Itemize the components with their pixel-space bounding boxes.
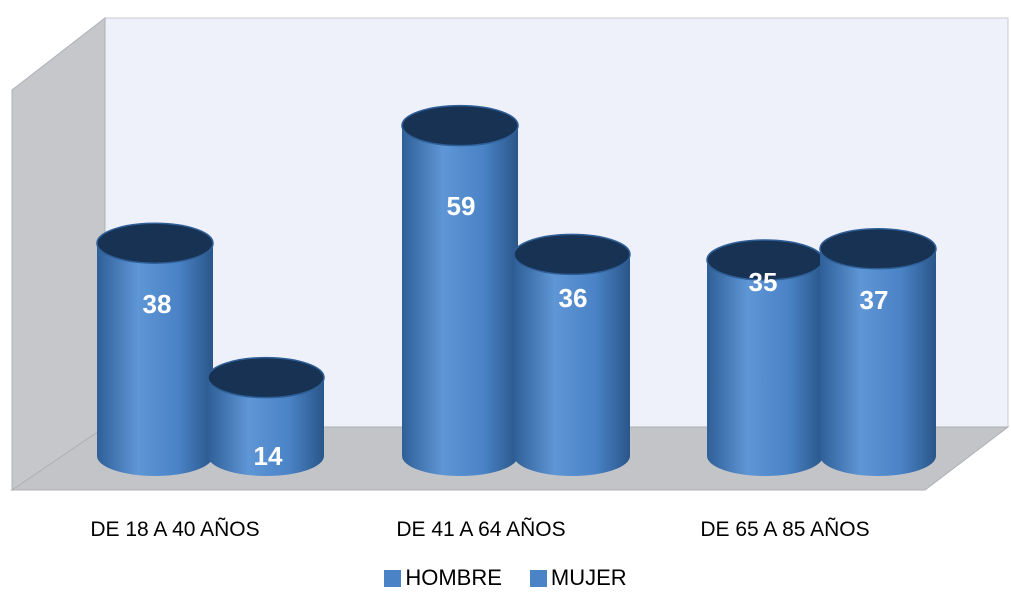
side-wall xyxy=(11,16,106,491)
data-label: 37 xyxy=(860,285,889,315)
bar-mujer-1 xyxy=(207,356,325,476)
bar-body xyxy=(820,248,936,476)
bar-top xyxy=(96,222,214,264)
bar-hombre-2 xyxy=(401,104,519,476)
bar-top xyxy=(819,228,937,270)
bar-body xyxy=(514,254,630,476)
bar-top xyxy=(401,104,519,147)
bar-hombre-3 xyxy=(706,239,824,476)
legend-swatch-hombre xyxy=(384,569,402,587)
data-label: 35 xyxy=(749,267,778,297)
legend-swatch-mujer xyxy=(529,569,547,587)
bar-mujer-3 xyxy=(819,228,937,476)
x-tick-label: DE 65 A 85 AÑOS xyxy=(700,517,869,541)
data-label: 36 xyxy=(559,283,588,313)
bar-top xyxy=(207,356,325,399)
x-tick-label: DE 18 A 40 AÑOS xyxy=(90,517,259,541)
bars-group xyxy=(96,104,937,476)
bar-mujer-2 xyxy=(513,233,631,476)
data-label: 14 xyxy=(254,441,283,471)
legend-item-hombre: HOMBRE xyxy=(384,565,502,591)
bar-body xyxy=(707,260,823,476)
bar-body xyxy=(208,377,324,476)
data-label: 59 xyxy=(447,191,476,221)
bar-top xyxy=(513,233,631,276)
bar-body xyxy=(97,243,213,476)
legend-item-mujer: MUJER xyxy=(529,565,627,591)
x-tick-label: DE 41 A 64 AÑOS xyxy=(396,517,565,541)
legend: HOMBRE MUJER xyxy=(0,565,1011,591)
bar-body xyxy=(402,125,518,476)
data-label: 38 xyxy=(143,289,172,319)
legend-label: MUJER xyxy=(550,565,627,590)
bar-hombre-1 xyxy=(96,222,214,476)
legend-label: HOMBRE xyxy=(405,565,502,590)
